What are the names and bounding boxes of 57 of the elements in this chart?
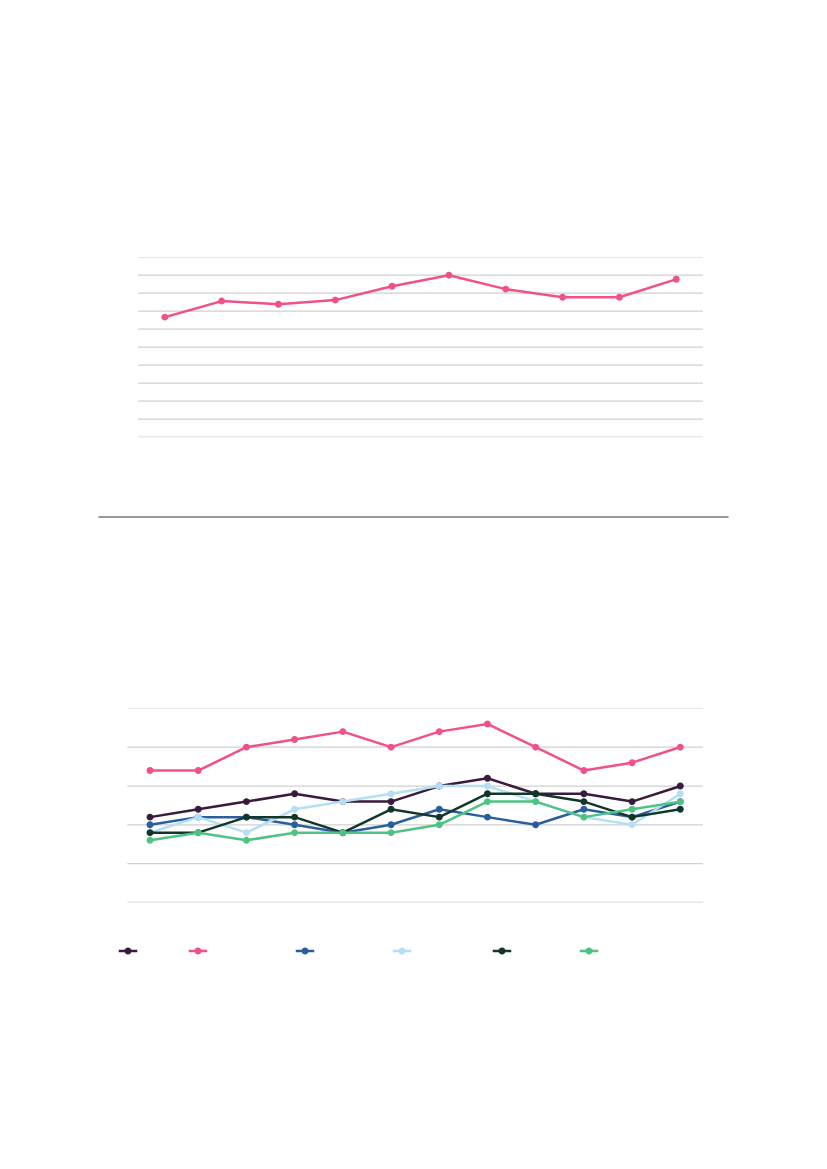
point	[483, 798, 491, 806]
point	[532, 821, 540, 829]
point	[146, 813, 154, 821]
point	[194, 805, 202, 813]
point	[483, 720, 491, 728]
point	[435, 805, 443, 813]
point	[291, 736, 299, 743]
point	[672, 275, 680, 283]
point	[387, 798, 395, 806]
point	[580, 790, 588, 798]
point	[628, 759, 636, 767]
point	[291, 821, 299, 829]
point	[445, 271, 453, 279]
point	[242, 829, 250, 837]
point	[242, 743, 250, 751]
point	[502, 285, 510, 293]
point	[194, 767, 202, 775]
point	[483, 782, 491, 790]
point	[483, 774, 491, 782]
point	[580, 767, 588, 775]
point	[676, 790, 684, 798]
point	[483, 790, 491, 798]
point	[559, 293, 567, 301]
point	[676, 743, 684, 751]
point	[387, 743, 395, 751]
point	[615, 293, 623, 301]
point	[435, 813, 443, 821]
point	[161, 313, 169, 321]
point	[387, 805, 395, 813]
point	[676, 782, 684, 790]
point	[291, 813, 299, 821]
point	[483, 813, 491, 821]
point	[628, 805, 636, 813]
point	[291, 805, 299, 813]
point	[580, 798, 588, 806]
point	[387, 790, 395, 798]
point	[291, 790, 299, 798]
point	[242, 798, 250, 806]
point	[146, 821, 154, 829]
point	[435, 821, 443, 829]
point	[274, 300, 282, 308]
point	[291, 829, 299, 837]
point	[146, 836, 154, 844]
point	[331, 296, 339, 304]
point	[532, 743, 540, 751]
point	[628, 798, 636, 806]
point	[387, 821, 395, 829]
point	[146, 767, 154, 775]
point	[339, 728, 347, 736]
point	[628, 821, 636, 829]
point	[580, 805, 588, 813]
point	[218, 297, 226, 305]
point	[242, 836, 250, 844]
point	[387, 829, 395, 837]
point	[676, 805, 684, 813]
point	[388, 282, 396, 290]
point	[435, 728, 443, 736]
